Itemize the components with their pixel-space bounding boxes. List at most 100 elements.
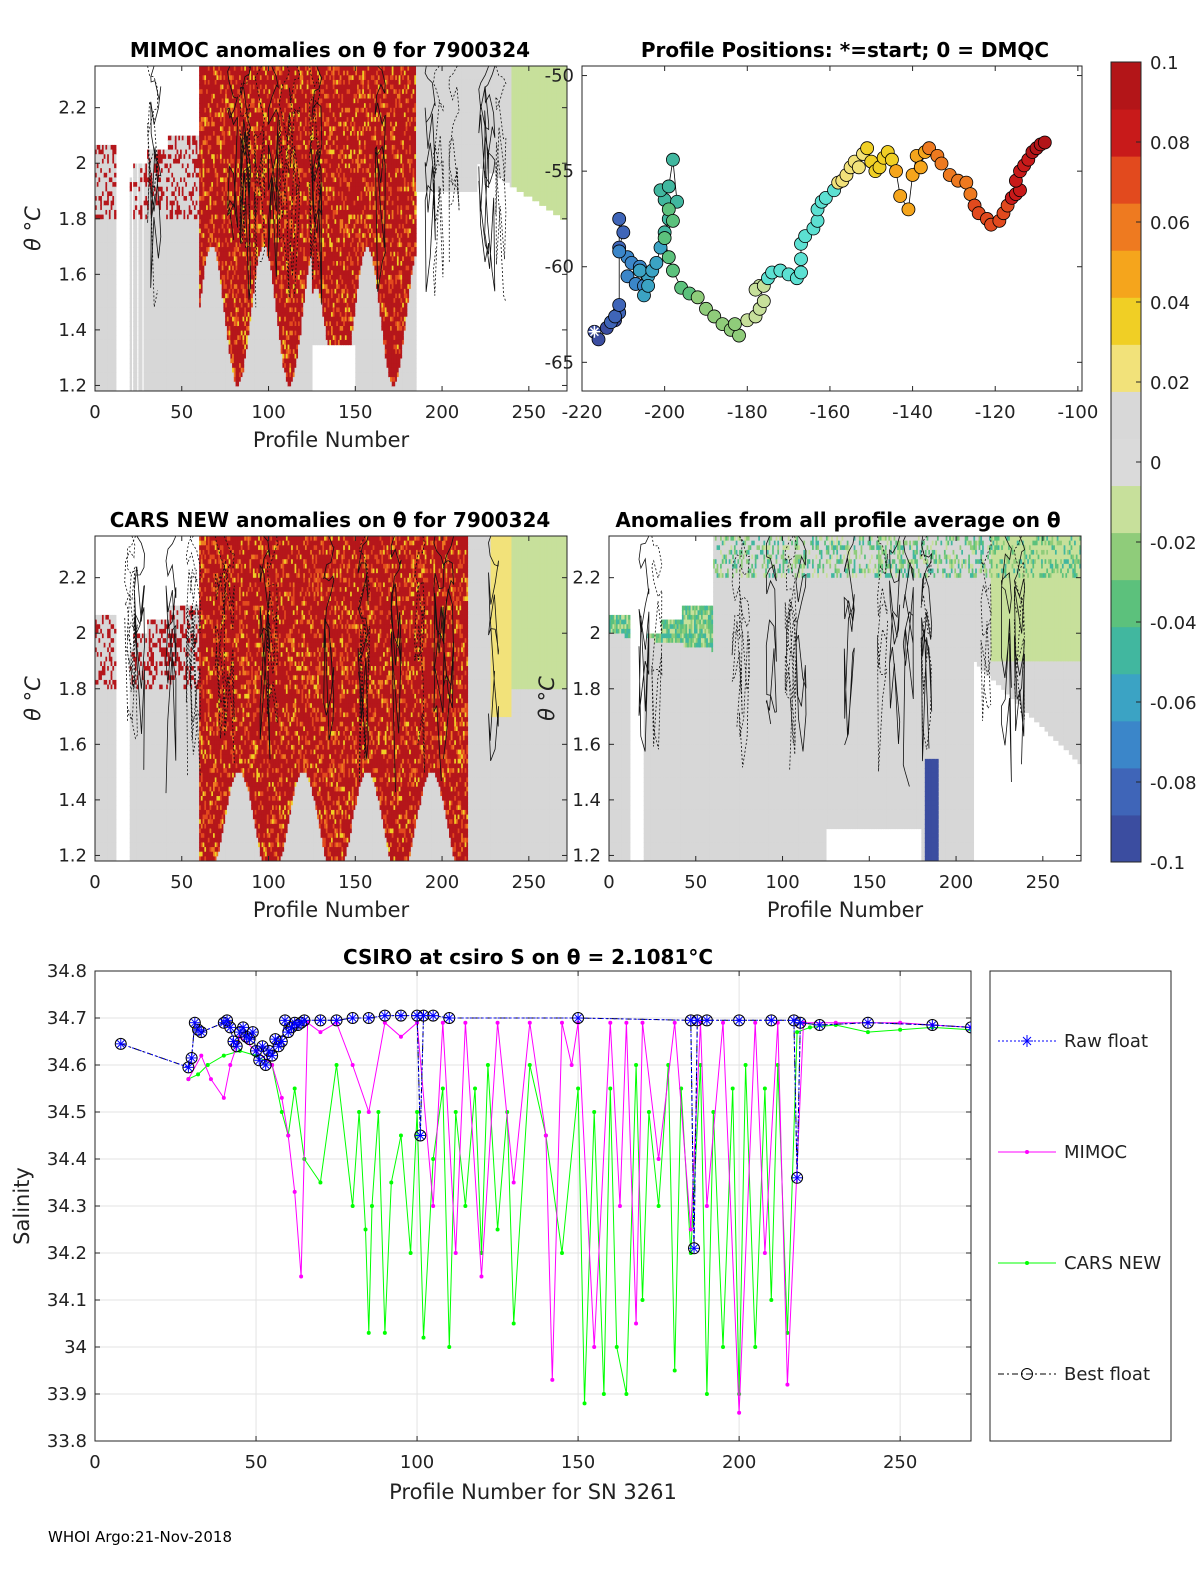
mimoc-cell bbox=[130, 261, 132, 266]
mimoc-cell bbox=[135, 219, 137, 224]
mimoc-cell bbox=[135, 182, 137, 187]
mimoc-cell bbox=[135, 368, 137, 373]
mimoc-cell bbox=[130, 382, 132, 387]
mimoc-cell bbox=[135, 261, 137, 266]
mimoc-cell bbox=[130, 349, 132, 354]
mimoc-cell bbox=[135, 201, 137, 206]
mimoc-cell bbox=[135, 266, 137, 271]
mimoc-cell bbox=[130, 326, 132, 331]
mimoc-cell bbox=[140, 229, 142, 234]
mimoc-cell bbox=[135, 275, 137, 280]
mimoc-cell bbox=[135, 349, 137, 354]
mimoc-cell bbox=[135, 331, 137, 336]
mimoc-cell bbox=[140, 261, 142, 266]
mimoc-cell bbox=[140, 168, 142, 173]
mimoc-cell bbox=[135, 345, 137, 350]
mimoc-cell bbox=[135, 298, 137, 303]
mimoc-cell bbox=[114, 349, 116, 354]
mimoc-cell bbox=[135, 377, 137, 382]
mimoc-cell bbox=[114, 331, 116, 336]
mimoc-cell bbox=[114, 372, 116, 377]
mimoc-cell bbox=[114, 242, 116, 247]
mimoc-cell bbox=[135, 205, 137, 210]
mimoc-cell bbox=[130, 372, 132, 377]
mimoc-cell bbox=[130, 275, 132, 280]
mimoc-cell bbox=[135, 340, 137, 345]
mimoc-cell bbox=[114, 210, 116, 215]
mimoc-cell bbox=[135, 321, 137, 326]
mimoc-cell bbox=[114, 187, 116, 192]
mimoc-cell bbox=[135, 247, 137, 252]
mimoc-cell bbox=[140, 177, 142, 182]
mimoc-cell bbox=[114, 363, 116, 368]
mimoc-cell bbox=[135, 252, 137, 257]
mimoc-cell bbox=[114, 247, 116, 252]
mimoc-cell bbox=[135, 303, 137, 308]
mimoc-cell bbox=[140, 256, 142, 261]
mimoc-cell bbox=[114, 284, 116, 289]
mimoc-cell bbox=[140, 205, 142, 210]
mimoc-cell bbox=[130, 335, 132, 340]
mimoc-cell bbox=[140, 349, 142, 354]
mimoc-cell bbox=[114, 270, 116, 275]
mimoc-cell bbox=[135, 173, 137, 178]
mimoc-cell bbox=[130, 187, 132, 192]
mimoc-cell bbox=[140, 284, 142, 289]
mimoc-cell bbox=[114, 317, 116, 322]
mimoc-cell bbox=[140, 340, 142, 345]
mimoc-cell bbox=[114, 321, 116, 326]
mimoc-cell bbox=[135, 359, 137, 364]
mimoc-cell bbox=[130, 312, 132, 317]
mimoc-cell bbox=[140, 331, 142, 336]
mimoc-cell bbox=[114, 154, 116, 159]
mimoc-cell bbox=[140, 191, 142, 196]
mimoc-cell bbox=[140, 164, 142, 169]
mimoc-cell bbox=[140, 345, 142, 350]
mimoc-cell bbox=[130, 177, 132, 182]
mimoc-cell bbox=[140, 298, 142, 303]
mimoc-cell bbox=[130, 321, 132, 326]
mimoc-cell bbox=[130, 191, 132, 196]
mimoc-cell bbox=[130, 284, 132, 289]
mimoc-cell bbox=[130, 196, 132, 201]
mimoc-cell bbox=[130, 252, 132, 257]
mimoc-cell bbox=[130, 280, 132, 285]
mimoc-cell bbox=[135, 289, 137, 294]
mimoc-cell bbox=[130, 270, 132, 275]
mimoc-cell bbox=[130, 256, 132, 261]
mimoc-cell bbox=[140, 173, 142, 178]
mimoc-cell bbox=[135, 177, 137, 182]
mimoc-cell bbox=[114, 164, 116, 169]
mimoc-cell bbox=[114, 340, 116, 345]
mimoc-cell bbox=[114, 275, 116, 280]
mimoc-cell bbox=[114, 215, 116, 220]
mimoc-cell bbox=[135, 238, 137, 243]
mimoc-cell bbox=[135, 294, 137, 299]
mimoc-cell bbox=[135, 233, 137, 238]
mimoc-cell bbox=[135, 307, 137, 312]
mimoc-cell bbox=[135, 363, 137, 368]
mimoc-cell bbox=[114, 182, 116, 187]
mimoc-cell bbox=[140, 377, 142, 382]
mimoc-cell bbox=[135, 229, 137, 234]
mimoc-cell bbox=[114, 354, 116, 359]
mimoc-cell bbox=[140, 266, 142, 271]
mimoc-cell bbox=[114, 307, 116, 312]
mimoc-cell bbox=[114, 177, 116, 182]
mimoc-cell bbox=[114, 150, 116, 155]
mimoc-cell bbox=[114, 256, 116, 261]
mimoc-cell bbox=[140, 252, 142, 257]
mimoc-cell bbox=[140, 359, 142, 364]
mimoc-cell bbox=[114, 252, 116, 257]
mimoc-cell bbox=[114, 261, 116, 266]
mimoc-cell bbox=[130, 294, 132, 299]
mimoc-cell bbox=[130, 205, 132, 210]
mimoc-cell bbox=[130, 182, 132, 187]
mimoc-cell bbox=[140, 335, 142, 340]
mimoc-cell bbox=[114, 233, 116, 238]
mimoc-field bbox=[95, 66, 568, 392]
mimoc-cell bbox=[140, 312, 142, 317]
mimoc-cell bbox=[140, 326, 142, 331]
mimoc-cell bbox=[114, 359, 116, 364]
